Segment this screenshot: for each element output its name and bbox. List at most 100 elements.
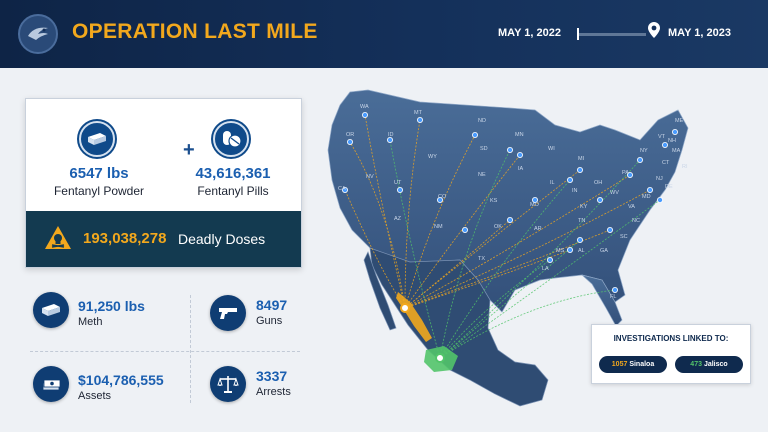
doses-value: 193,038,278 [83, 230, 167, 247]
state-label: CA [338, 186, 346, 192]
gun-icon [210, 295, 246, 331]
powder-value: 6547 lbs [69, 165, 129, 182]
state-label: WV [610, 190, 619, 196]
state-label: NJ [656, 176, 663, 182]
state-label: OH [594, 180, 602, 186]
state-label: IA [518, 166, 524, 172]
state-label: NC [632, 218, 640, 224]
state-label: AR [534, 226, 542, 232]
state-label: MD [642, 194, 651, 200]
sinaloa-count: 1057 [611, 361, 628, 368]
state-label: TN [578, 218, 585, 224]
state-labels: WA MT ND OR ID SD MN WI MI NY ME VT NH M… [338, 104, 688, 300]
trafficking-map: WA MT ND OR ID SD MN WI MI NY ME VT NH M… [327, 89, 689, 407]
jalisco-source-node [435, 353, 445, 363]
state-label: GA [600, 248, 608, 254]
timeline-bar [578, 33, 646, 36]
state-label: KS [490, 198, 498, 204]
state-label: MS [556, 248, 565, 254]
state-label: WY [428, 154, 437, 160]
state-label: NH [668, 138, 676, 144]
pills-value: 43,616,361 [195, 165, 271, 182]
state-label: NM [434, 224, 443, 230]
guns-value: 8497 [256, 297, 288, 313]
jalisco-name: Jalisco [703, 361, 728, 368]
city-nodes [342, 112, 678, 293]
state-label: KY [580, 204, 588, 210]
state-label: UT [394, 180, 402, 186]
state-label: ND [478, 118, 486, 124]
doses-label: Deadly Doses [178, 231, 266, 247]
scales-icon [210, 366, 246, 402]
state-label: VA [628, 204, 635, 210]
sinaloa-flow-lines [344, 114, 651, 309]
state-label: OR [346, 132, 354, 138]
header-bar: OPERATION LAST MILE MAY 1, 2022 MAY 1, 2… [0, 0, 768, 68]
state-label: MO [530, 202, 540, 208]
plus-sign: + [183, 139, 195, 161]
state-label: AZ [394, 216, 402, 222]
state-label: ME [675, 118, 684, 124]
hazard-skull-icon [45, 226, 71, 249]
cash-icon [33, 366, 69, 402]
date-range-start: MAY 1, 2022 [498, 27, 561, 39]
page-title: OPERATION LAST MILE [72, 20, 318, 43]
state-label: MI [578, 156, 585, 162]
meth-brick-icon [33, 292, 69, 328]
state-label: CO [438, 194, 447, 200]
pills-label: Fentanyl Pills [197, 184, 269, 198]
investigations-title: INVESTIGATIONS LINKED TO: [613, 334, 729, 343]
meth-value: 91,250 lbs [78, 298, 145, 314]
state-label: WI [548, 146, 555, 152]
fentanyl-seizure-card: + 6547 lbs Fentanyl Powder 43,616,361 Fe… [25, 98, 302, 268]
jalisco-count: 473 [690, 361, 702, 368]
state-label: AL [578, 248, 585, 254]
arrests-label: Arrests [256, 386, 291, 398]
assets-value: $104,786,555 [78, 372, 164, 388]
state-label: PA [622, 170, 629, 176]
state-label: WA [360, 104, 369, 110]
state-label: SC [620, 234, 628, 240]
jalisco-flow-lines [389, 139, 661, 359]
state-label: MT [414, 110, 423, 116]
sinaloa-name: Sinaloa [629, 361, 655, 368]
eagle-icon [28, 27, 48, 40]
baja-peninsula [363, 251, 397, 331]
state-label: NY [640, 148, 648, 154]
state-label: ID [388, 132, 394, 138]
state-label: VT [658, 134, 666, 140]
timeline-start-marker [577, 28, 579, 40]
state-label: NE [478, 172, 486, 178]
jalisco-badge: 473 Jalisco [675, 356, 743, 373]
investigations-panel: INVESTIGATIONS LINKED TO: 1057 Sinaloa 4… [591, 324, 751, 384]
state-label: IL [550, 180, 555, 186]
state-label: TX [478, 256, 485, 262]
assets-label: Assets [78, 390, 112, 402]
mexico-landmass [369, 247, 549, 407]
stats-divider-vertical [190, 295, 191, 403]
state-label: RI [682, 164, 688, 170]
sinaloa-badge: 1057 Sinaloa [599, 356, 667, 373]
state-label: MN [515, 132, 524, 138]
pill-icon [213, 121, 249, 157]
stats-divider-horizontal [30, 351, 300, 352]
state-label: NV [366, 174, 374, 180]
state-label: MA [672, 148, 681, 154]
florida [581, 274, 623, 327]
state-label: OK [494, 224, 502, 230]
state-label: DE [665, 184, 673, 190]
state-label: IN [572, 188, 578, 194]
state-label: FL [610, 294, 616, 300]
guns-label: Guns [256, 315, 283, 327]
state-label: LA [542, 266, 549, 272]
state-label: SD [480, 146, 488, 152]
location-pin-icon [648, 22, 660, 38]
state-label: CT [662, 160, 670, 166]
meth-label: Meth [78, 316, 103, 328]
sinaloa-source-node [400, 303, 410, 313]
agency-logo [18, 14, 58, 54]
date-range-end: MAY 1, 2023 [668, 27, 731, 39]
arrests-value: 3337 [256, 368, 288, 384]
powder-label: Fentanyl Powder [53, 184, 145, 198]
powder-brick-icon [79, 121, 115, 157]
